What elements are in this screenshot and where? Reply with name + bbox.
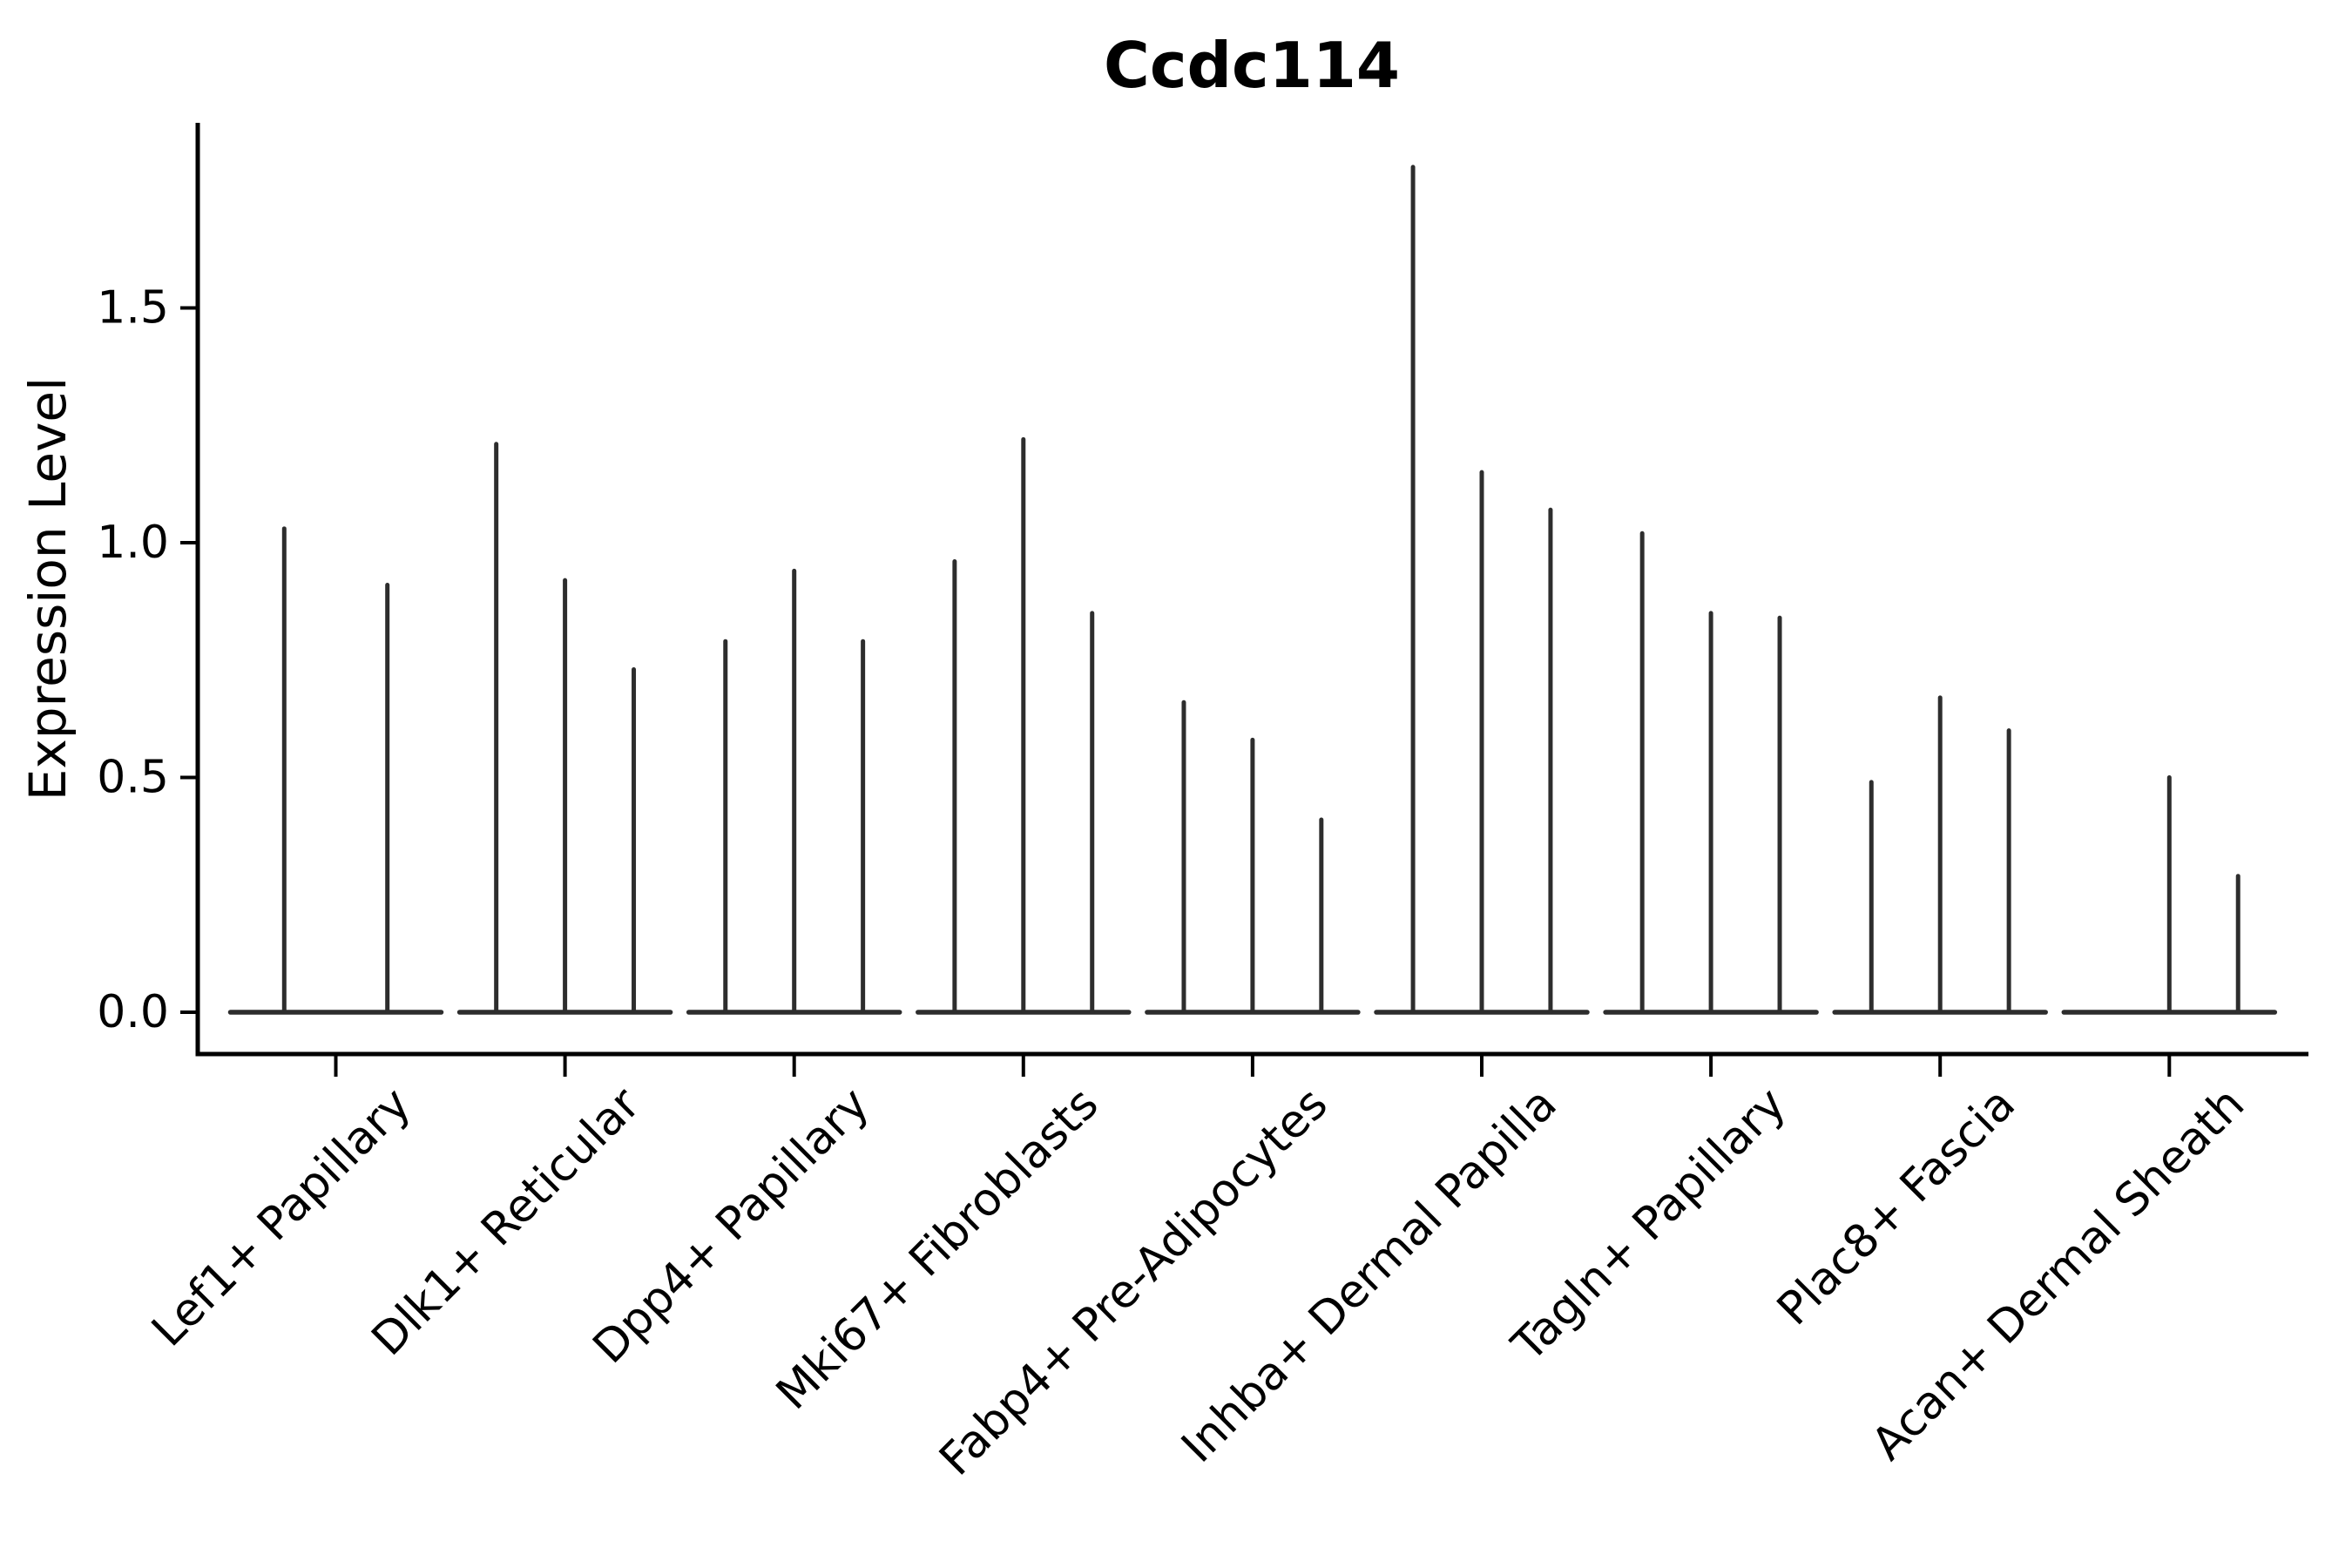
violins <box>227 165 2278 1015</box>
y-tick-label: 0.0 <box>97 986 169 1038</box>
y-tick-label: 0.5 <box>97 752 169 804</box>
chart-title: Ccdc114 <box>1104 29 1400 102</box>
y-ticks: 0.0 0.5 1.0 1.5 <box>97 282 198 1038</box>
y-tick-label: 1.5 <box>97 282 169 335</box>
x-ticks <box>334 1054 2172 1077</box>
y-tick-label: 1.0 <box>97 517 169 569</box>
y-axis-label: Expression Level <box>18 377 78 801</box>
